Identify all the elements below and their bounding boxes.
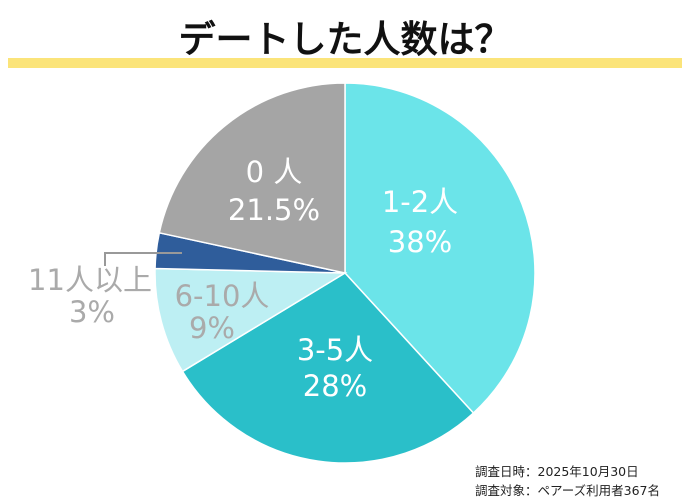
slice-value-0: 21.5% [228,193,320,227]
slice-value-6-10: 9% [189,311,235,345]
footnote-date: 調査日時：2025年10月30日 [475,464,639,479]
footnote-subjects: 調査対象：ペアーズ利用者367名 [475,483,660,498]
pie-slice-1 [181,272,475,464]
pie-slice-2 [154,267,348,373]
slice-label-1-2: 1-2人 [382,185,458,219]
slice-value-3-5: 28% [303,369,367,403]
pie-slice-4 [158,82,346,274]
slice-label-3-5: 3-5人 [297,333,373,367]
slice-value-1-2: 38% [388,225,452,259]
slice-value-11plus: 3% [69,295,115,329]
slice-label-0: 0 人 [246,155,303,189]
title-underline [8,58,682,68]
pie-slice-0 [344,82,536,415]
leader-line [104,252,182,266]
slice-label-11plus: 11人以上 [28,263,152,297]
chart-title: デートした人数は？ [179,18,512,61]
slice-label-6-10: 6-10人 [175,279,270,313]
